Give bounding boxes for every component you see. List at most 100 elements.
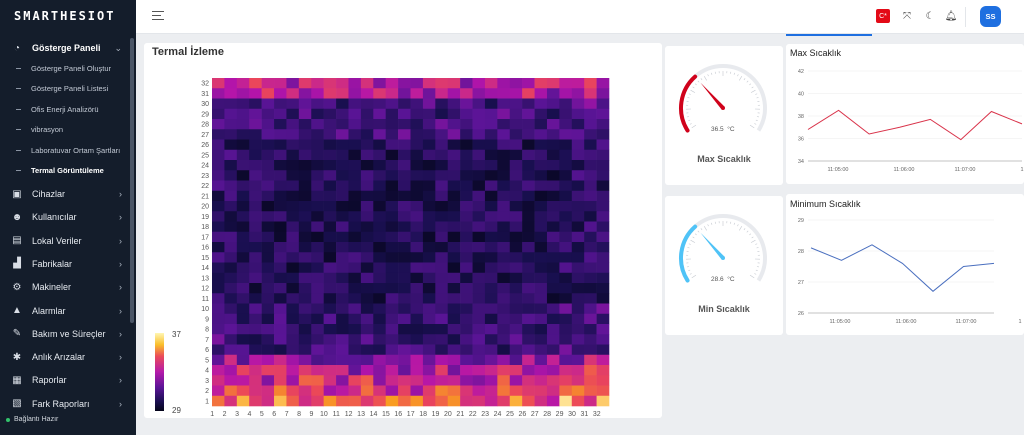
heatmap-cell xyxy=(373,211,386,222)
heatmap-cell xyxy=(571,180,585,192)
sidebar-scrollbar[interactable] xyxy=(130,38,134,323)
heatmap-cell xyxy=(311,108,324,120)
heatmap-cell xyxy=(509,221,523,233)
heatmap-cell xyxy=(385,119,399,130)
heatmap-cell xyxy=(373,180,386,192)
heatmap-cell xyxy=(484,170,498,181)
heatmap-cell xyxy=(460,211,473,222)
sidebar-subitem-label: Ofis Enerji Analizörü xyxy=(31,104,99,114)
sidebar-item-7[interactable]: ✎ Bakım ve Süreçler › xyxy=(0,324,130,344)
language-flag-icon[interactable]: C* xyxy=(876,9,890,23)
heatmap-cell xyxy=(596,190,610,202)
heatmap-cell xyxy=(559,139,573,151)
heatmap-cell xyxy=(484,119,498,130)
heatmap-cell xyxy=(323,211,337,222)
heatmap-cell xyxy=(274,252,287,263)
heatmap-cell xyxy=(509,365,523,376)
heatmap-cell xyxy=(447,180,461,192)
heatmap-cell xyxy=(385,242,399,253)
heatmap-cell xyxy=(336,365,349,376)
sidebar-subitem-5[interactable]: Termal Görüntüleme xyxy=(0,162,130,180)
heatmap-cell xyxy=(398,231,411,243)
sidebar-item-label: Gösterge Paneli xyxy=(32,43,101,53)
wrench-icon: ✎ xyxy=(12,328,22,340)
sidebar-item-4[interactable]: ▟ Fabrikalar › xyxy=(0,254,130,274)
heatmap-cell xyxy=(261,231,275,243)
notification-bell-icon[interactable]: 🔔︎ xyxy=(944,10,958,22)
heatmap-cell xyxy=(224,313,238,325)
heatmap-cell xyxy=(509,88,523,99)
heatmap-cell xyxy=(348,149,362,161)
sidebar-subitem-1[interactable]: Gösterge Paneli Listesi xyxy=(0,80,130,98)
heatmap-cell xyxy=(398,160,411,171)
heatmap-cell xyxy=(236,139,250,151)
app-logo[interactable]: SMARTHESIOT xyxy=(14,9,116,23)
heatmap-cell xyxy=(249,324,262,335)
heatmap-cell xyxy=(559,98,573,110)
sidebar-item-9[interactable]: ▦ Raporlar › xyxy=(0,370,130,390)
heatmap-cell xyxy=(571,78,585,89)
heatmap-cell xyxy=(497,293,511,304)
user-avatar[interactable]: SS xyxy=(980,6,1001,27)
heatmap-cell xyxy=(323,293,337,304)
heatmap-cell xyxy=(484,139,498,151)
sidebar-item-0[interactable]: ◔ Gösterge Paneli ⌄ xyxy=(0,38,130,58)
heatmap-cell xyxy=(410,98,424,110)
heatmap-cell xyxy=(522,395,535,407)
heatmap-cell xyxy=(261,98,275,110)
sidebar-item-8[interactable]: ✱ Anlık Arızalar › xyxy=(0,347,130,367)
sidebar-item-5[interactable]: ⚙ Makineler › xyxy=(0,277,130,297)
gauge-tick xyxy=(700,228,703,231)
heatmap-cell xyxy=(534,354,548,366)
sidebar-item-6[interactable]: ▲ Alarmlar › xyxy=(0,301,130,321)
colorbar xyxy=(155,333,164,411)
heatmap-cell xyxy=(472,365,486,376)
heatmap-cell xyxy=(546,170,560,181)
heatmap-cell xyxy=(546,221,560,233)
heatmap-cell xyxy=(274,190,287,202)
heatmap-cell xyxy=(373,78,386,89)
sidebar-item-10[interactable]: ▧ Fark Raporları › xyxy=(0,394,130,414)
heatmap-cell xyxy=(596,283,610,294)
heatmap-cell xyxy=(212,201,225,212)
sidebar-subitem-4[interactable]: Laboratuvar Ortam Şartları xyxy=(0,141,130,159)
menu-toggle-icon[interactable] xyxy=(152,11,164,23)
heatmap-cell xyxy=(360,190,374,202)
heatmap-cell xyxy=(522,149,535,161)
heatmap-cell xyxy=(385,78,399,89)
heatmap-cell xyxy=(224,160,238,171)
heatmap-cell xyxy=(497,170,511,181)
sidebar-item-3[interactable]: ▤ Lokal Veriler › xyxy=(0,231,130,251)
heatmap-cell xyxy=(224,395,238,407)
sidebar-item-1[interactable]: ▣ Cihazlar › xyxy=(0,184,130,204)
heatmap-cell xyxy=(509,324,523,335)
sidebar-subitem-3[interactable]: vibrasyon xyxy=(0,121,130,139)
heatmap-cell xyxy=(286,98,300,110)
sidebar-subitem-2[interactable]: Ofis Enerji Analizörü xyxy=(0,100,130,118)
heatmap-cell xyxy=(559,395,573,407)
heatmap-cell xyxy=(261,252,275,263)
heatmap-cell xyxy=(422,201,436,212)
heatmap-cell xyxy=(410,139,424,151)
heatmap-cell xyxy=(509,211,523,222)
heatmap-cell xyxy=(398,303,411,315)
heatmap-cell xyxy=(286,293,300,304)
dark-mode-icon[interactable]: ☾ xyxy=(925,10,935,22)
min-gauge-panel: 28.6 °C Min Sıcaklık xyxy=(665,196,783,335)
heatmap-cell xyxy=(484,354,498,366)
fullscreen-icon[interactable]: ⤧ xyxy=(903,10,911,22)
heatmap-cell xyxy=(596,262,610,274)
heatmap-cell xyxy=(261,180,275,192)
heatmap-cell xyxy=(522,334,535,345)
heatmap-cell xyxy=(546,160,560,171)
heatmap-cell xyxy=(435,354,449,366)
sidebar-subitem-0[interactable]: Gösterge Paneli Oluştur xyxy=(0,59,130,77)
heatmap-cell xyxy=(236,313,250,325)
sidebar-item-2[interactable]: ☻ Kullanıcılar › xyxy=(0,207,130,227)
heatmap-cell xyxy=(398,324,411,335)
heatmap-cell xyxy=(559,211,573,222)
heatmap-cell xyxy=(224,375,238,386)
heatmap-cell xyxy=(584,211,597,222)
heatmap-cell xyxy=(360,88,374,99)
heatmap-cell xyxy=(336,313,349,325)
